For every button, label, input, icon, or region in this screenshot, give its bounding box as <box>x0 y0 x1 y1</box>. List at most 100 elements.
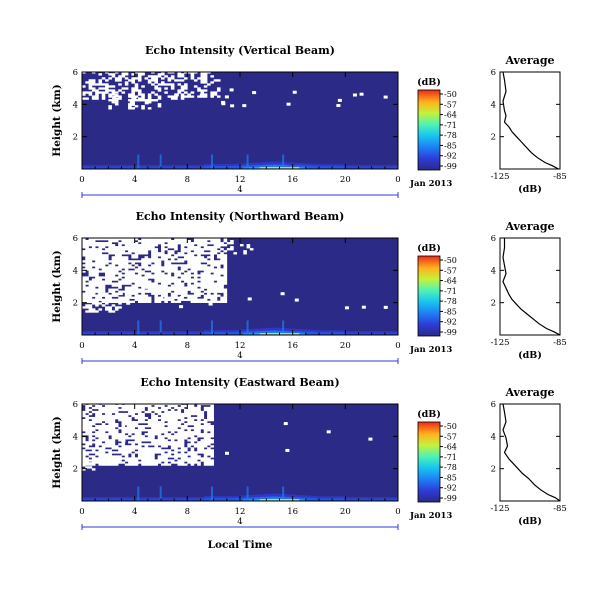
colorbar-tick-label: -92 <box>444 318 457 327</box>
date-label: Jan 2013 <box>409 511 452 521</box>
x-tick-label: -125 <box>490 172 509 182</box>
colorbar <box>417 421 441 503</box>
x-tick-label: 0 <box>395 341 400 351</box>
x-tick-label: 8 <box>185 175 190 185</box>
panel-title: Echo Intensity (Northward Beam) <box>136 210 345 223</box>
x-axis-title: Local Time <box>208 539 273 551</box>
x-tick-label: 20 <box>340 175 351 185</box>
colorbar-unit: (dB) <box>417 409 441 420</box>
y-axis-label: Height (km) <box>51 84 63 156</box>
colorbar-tick-label: -85 <box>444 473 457 482</box>
x-tick-label: 8 <box>185 341 190 351</box>
colorbar-tick-label: -64 <box>444 277 457 286</box>
x-tick-label: 20 <box>340 341 351 351</box>
colorbar-tick-label: -71 <box>444 121 457 130</box>
x-tick-label: -85 <box>553 172 567 182</box>
average-title: Average <box>504 220 554 233</box>
x-tick-label: 0 <box>79 341 84 351</box>
panel-1: Echo Intensity (Northward Beam) Height (k… <box>51 210 567 364</box>
average-profile: Average 6 4 2 -125 -85 (dB) <box>490 220 566 361</box>
surface-echo-layer <box>82 154 399 169</box>
y-tick-label: 4 <box>491 100 496 110</box>
average-line <box>502 238 561 336</box>
average-xlabel: (dB) <box>518 184 542 195</box>
x-tick-label: 8 <box>185 507 190 517</box>
colorbar-tick-label: -92 <box>444 484 457 493</box>
x-tick-label: 4 <box>132 175 137 185</box>
average-profile: Average 6 4 2 -125 -85 (dB) <box>490 386 566 527</box>
x-tick-label: 4 <box>132 341 137 351</box>
date-marker: 4 <box>237 351 242 361</box>
colorbar-tick-label: -99 <box>444 328 457 337</box>
surface-echo-layer <box>82 486 399 501</box>
x-tick-label: 16 <box>287 341 298 351</box>
panel-title: Echo Intensity (Vertical Beam) <box>145 44 335 57</box>
y-axis-label: Height (km) <box>51 416 63 488</box>
y-tick-label: 6 <box>73 68 78 78</box>
date-marker: 4 <box>237 517 242 527</box>
colorbar <box>417 255 441 337</box>
x-tick-label: -85 <box>553 504 567 514</box>
x-tick-label: 16 <box>287 507 298 517</box>
colorbar-tick-label: -57 <box>444 266 457 275</box>
colorbar-tick-label: -99 <box>444 162 457 171</box>
x-tick-label: 16 <box>287 175 298 185</box>
missing-data <box>82 402 373 471</box>
x-tick-label: 20 <box>340 507 351 517</box>
y-tick-label: 2 <box>491 133 496 143</box>
date-label: Jan 2013 <box>409 179 452 189</box>
colorbar-tick-label: -99 <box>444 494 457 503</box>
colorbar-tick-label: -78 <box>444 297 457 306</box>
y-tick-label: 6 <box>73 234 78 244</box>
colorbar <box>417 89 441 171</box>
heatmap-background <box>82 72 398 169</box>
y-tick-label: 6 <box>491 234 496 244</box>
colorbar-tick-label: -57 <box>444 100 457 109</box>
y-tick-label: 4 <box>491 432 496 442</box>
y-tick-label: 6 <box>491 68 496 78</box>
average-frame <box>499 71 561 170</box>
y-tick-label: 6 <box>491 400 496 410</box>
average-line <box>502 71 559 170</box>
y-tick-label: 4 <box>73 432 78 442</box>
colorbar-tick-label: -64 <box>444 443 457 452</box>
colorbar-tick-label: -50 <box>444 256 457 265</box>
panel-title: Echo Intensity (Eastward Beam) <box>140 376 339 389</box>
x-tick-label: 12 <box>235 175 246 185</box>
average-frame <box>499 403 561 502</box>
average-xlabel: (dB) <box>518 516 542 527</box>
date-label: Jan 2013 <box>409 345 452 355</box>
average-line <box>502 403 561 502</box>
x-tick-label: -125 <box>490 338 509 348</box>
y-tick-label: 2 <box>73 133 78 143</box>
x-tick-label: 12 <box>235 341 246 351</box>
y-axis-label: Height (km) <box>51 250 63 322</box>
colorbar-tick-label: -57 <box>444 432 457 441</box>
average-xlabel: (dB) <box>518 350 542 361</box>
x-tick-label: 0 <box>79 507 84 517</box>
y-tick-label: 2 <box>491 465 496 475</box>
colorbar-unit: (dB) <box>417 77 441 88</box>
panel-0: Echo Intensity (Vertical Beam) Height (km… <box>51 44 567 198</box>
x-tick-label: 4 <box>132 507 137 517</box>
y-tick-label: 4 <box>73 100 78 110</box>
colorbar-tick-label: -50 <box>444 90 457 99</box>
x-tick-label: 12 <box>235 507 246 517</box>
average-profile: Average 6 4 2 -125 -85 (dB) <box>490 54 566 195</box>
colorbar-tick-label: -50 <box>444 422 457 431</box>
y-tick-label: 2 <box>73 465 78 475</box>
colorbar-tick-label: -92 <box>444 152 457 161</box>
colorbar-tick-label: -78 <box>444 131 457 140</box>
y-tick-label: 4 <box>491 266 496 276</box>
average-title: Average <box>504 386 554 399</box>
y-tick-label: 4 <box>73 266 78 276</box>
colorbar-unit: (dB) <box>417 243 441 254</box>
colorbar-tick-label: -71 <box>444 453 457 462</box>
colorbar-tick-label: -85 <box>444 307 457 316</box>
average-title: Average <box>504 54 554 67</box>
surface-echo-layer <box>82 320 399 335</box>
x-tick-label: 0 <box>395 175 400 185</box>
x-tick-label: -125 <box>490 504 509 514</box>
panel-2: Echo Intensity (Eastward Beam) Height (km… <box>51 376 567 530</box>
